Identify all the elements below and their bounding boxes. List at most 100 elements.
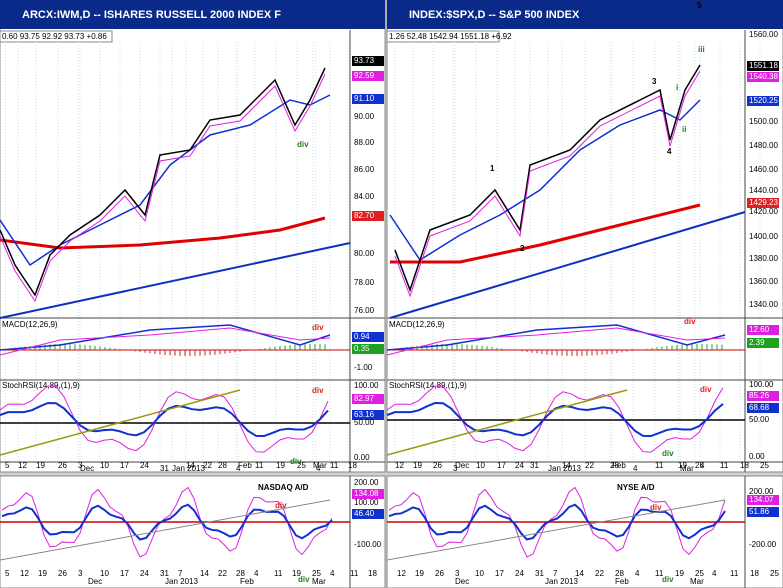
macd-labels: -1.00 xyxy=(354,363,373,372)
ad-x-label: 17 xyxy=(495,569,504,578)
x-label: Feb xyxy=(612,461,626,470)
ad-labels: 100.00 xyxy=(354,498,379,507)
ad-x-label: 31 xyxy=(535,569,544,578)
stoch-labels-bg xyxy=(747,391,779,401)
ad-x-label: 19 xyxy=(38,569,47,578)
x-label: 31 xyxy=(530,461,539,470)
ad-month-label: Jan 2013 xyxy=(165,577,198,586)
x-label: 5 xyxy=(5,461,10,470)
x-label: 14 xyxy=(562,461,571,470)
left-window xyxy=(0,0,386,473)
price-labels-bg xyxy=(352,211,384,221)
price-labels: 90.00 xyxy=(354,112,375,121)
stoch-labels: 50.00 xyxy=(749,415,770,424)
macd-labels: 0.94 xyxy=(354,332,370,341)
ad-x-label: 25 xyxy=(312,569,321,578)
price-labels: 1420.00 xyxy=(749,207,778,216)
macd-labels: 12.60 xyxy=(749,325,770,334)
signal-line xyxy=(386,327,726,356)
stoch-signal xyxy=(0,401,329,438)
ad-x-label: 7 xyxy=(553,569,558,578)
price-labels-bg xyxy=(747,96,779,106)
x-label: 19 xyxy=(678,461,687,470)
quote: 0.60 93.75 92.92 93.73 +0.86 xyxy=(2,32,107,41)
ad-title: NASDAQ A/D xyxy=(258,483,309,492)
ad-x-label: 4 xyxy=(712,569,717,578)
x-label: 24 xyxy=(140,461,149,470)
ad-annotation: div xyxy=(662,575,674,584)
ad-x-label: 28 xyxy=(236,569,245,578)
x-label: 26 xyxy=(58,461,67,470)
annotation: ii xyxy=(682,125,686,134)
x-label: 25 xyxy=(695,461,704,470)
price-labels: 80.00 xyxy=(354,249,375,258)
price-labels: 92.59 xyxy=(354,71,375,80)
quote: 1.26 52.48 1542.94 1551.18 +6.92 xyxy=(389,32,512,41)
price-labels: 86.00 xyxy=(354,165,375,174)
x-label: 3 xyxy=(78,461,83,470)
x-label: 11 xyxy=(330,461,339,470)
x-label: 11 xyxy=(720,461,729,470)
ad-labels-bg xyxy=(747,507,779,517)
macd-labels-bg xyxy=(352,332,384,342)
ad-month-label: Feb xyxy=(615,577,629,586)
annotation: 3 xyxy=(652,77,657,86)
ad-x-label: 11 xyxy=(274,569,283,578)
x-label: 10 xyxy=(476,461,485,470)
stoch-labels: 85.26 xyxy=(749,391,770,400)
x-label: 4 xyxy=(700,461,705,470)
x-label: 24 xyxy=(515,461,524,470)
moving-average-blue xyxy=(389,99,701,262)
price-labels: 1551.18 xyxy=(749,61,778,70)
ad-x-label: 26 xyxy=(58,569,67,578)
x-label: 11 xyxy=(655,461,664,470)
price-labels: 82.70 xyxy=(354,211,375,220)
annotation: i xyxy=(676,83,678,92)
x-label: 17 xyxy=(497,461,506,470)
ad-x-label: 4 xyxy=(330,569,335,578)
price-labels: 88.00 xyxy=(354,138,375,147)
stoch-labels: 68.68 xyxy=(749,403,770,412)
x-label: 10 xyxy=(100,461,109,470)
ad-x-label: 3 xyxy=(78,569,83,578)
ad-x-label: 25 xyxy=(770,569,779,578)
ad-x-label: 22 xyxy=(595,569,604,578)
price-labels-bg xyxy=(747,72,779,82)
ad-x-label: 18 xyxy=(750,569,759,578)
stoch-title: StochRSI(14,89,(1),9) xyxy=(389,381,467,390)
price-labels-bg xyxy=(352,71,384,81)
left-title-bar xyxy=(0,0,385,29)
price-labels-bg xyxy=(352,94,384,104)
x-label: Feb xyxy=(238,461,252,470)
annotation: div xyxy=(297,140,309,149)
price-labels-bg xyxy=(352,56,384,66)
price-labels: 1480.00 xyxy=(749,141,778,150)
ad-annotation: div xyxy=(275,501,287,510)
price-labels: 1360.00 xyxy=(749,277,778,286)
ad-x-label: 12 xyxy=(20,569,29,578)
moving-average-blue xyxy=(0,94,331,267)
ad-line xyxy=(388,486,726,558)
ad-x-label: 26 xyxy=(435,569,444,578)
x-label: Jan 2013 xyxy=(548,464,581,473)
x-label: 19 xyxy=(36,461,45,470)
price-labels: 1500.00 xyxy=(749,117,778,126)
x-label: 17 xyxy=(120,461,129,470)
ad-x-label: 12 xyxy=(397,569,406,578)
ad-labels: 134.07 xyxy=(749,495,774,504)
price-labels: 78.00 xyxy=(354,278,375,287)
annotation: div xyxy=(290,457,302,466)
stoch-labels-bg xyxy=(352,394,384,404)
stoch-rsi xyxy=(0,385,329,453)
ad-x-label: 11 xyxy=(730,569,739,578)
macd-line xyxy=(0,324,331,351)
trendline-blue xyxy=(0,242,351,319)
moving-average-red xyxy=(0,216,326,250)
price-labels: 1520.25 xyxy=(749,96,778,105)
ad-x-label: 11 xyxy=(655,569,664,578)
stoch-rsi xyxy=(386,385,724,453)
stoch-trend xyxy=(0,389,241,456)
price-labels: 1380.00 xyxy=(749,254,778,263)
x-label: 12 xyxy=(18,461,27,470)
x-label: 22 xyxy=(203,461,212,470)
